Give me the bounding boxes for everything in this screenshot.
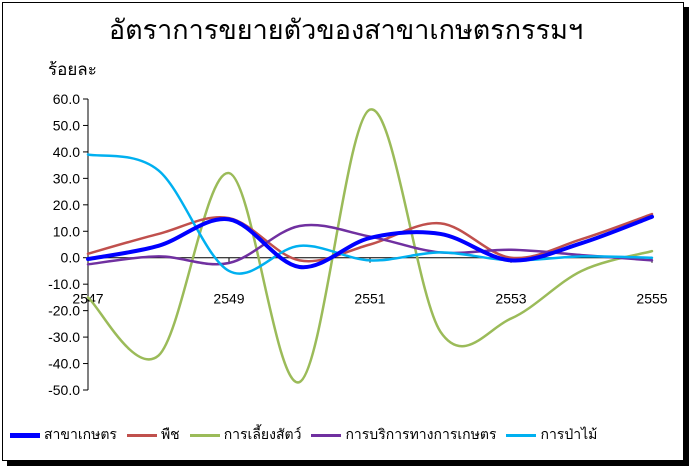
series-line-2 <box>86 108 654 384</box>
y-tick-label: -30.0 <box>48 329 80 345</box>
legend-item-4: การป่าไม้ <box>506 424 597 446</box>
legend-item-1: พืช <box>126 424 180 446</box>
legend-swatch <box>126 433 157 437</box>
y-tick-label: 30.0 <box>53 170 80 186</box>
legend-swatch <box>311 433 342 437</box>
legend-label: การป่าไม้ <box>540 427 598 443</box>
y-tick-label: 20.0 <box>53 197 80 213</box>
y-axis-label: ร้อยละ <box>48 60 97 80</box>
x-tick-label: 2553 <box>495 291 526 307</box>
legend-label: สาขาเกษตร <box>44 427 117 443</box>
x-tick-label: 2551 <box>354 291 385 307</box>
x-tick-label: 2549 <box>213 291 244 307</box>
legend-item-2: การเลี้ยงสัตว์ <box>189 424 302 446</box>
chart-frame <box>2 2 684 461</box>
series-line-4 <box>86 153 654 275</box>
legend-item-3: การบริการทางการเกษตร <box>311 424 496 446</box>
y-tick-label: -10.0 <box>48 276 80 292</box>
y-tick-label: -20.0 <box>48 303 80 319</box>
legend-label: พืช <box>160 427 180 443</box>
y-tick-label: 50.0 <box>53 117 80 133</box>
legend-swatch <box>10 432 40 438</box>
y-tick-label: -50.0 <box>48 382 80 398</box>
legend-label: การบริการทางการเกษตร <box>345 427 497 443</box>
y-tick-label: 40.0 <box>53 144 80 160</box>
x-tick-label: 2555 <box>636 291 667 307</box>
y-tick-label: 60.0 <box>53 91 80 107</box>
legend-swatch <box>506 433 537 437</box>
legend-item-0: สาขาเกษตร <box>10 424 117 446</box>
chart-title: อัตราการขยายตัวของสาขาเกษตรกรรมฯ <box>108 15 584 46</box>
legend-label: การเลี้ยงสัตว์ <box>223 427 302 443</box>
chart-legend: สาขาเกษตร พืช การเลี้ยงสัตว์ การบริการทางกา… <box>10 420 682 450</box>
y-tick-label: 10.0 <box>53 223 80 239</box>
y-tick-label: 0.0 <box>61 250 81 266</box>
series-line-0 <box>86 214 654 270</box>
series-line-1 <box>86 212 654 263</box>
legend-swatch <box>189 433 220 437</box>
y-tick-label: -40.0 <box>48 356 80 372</box>
